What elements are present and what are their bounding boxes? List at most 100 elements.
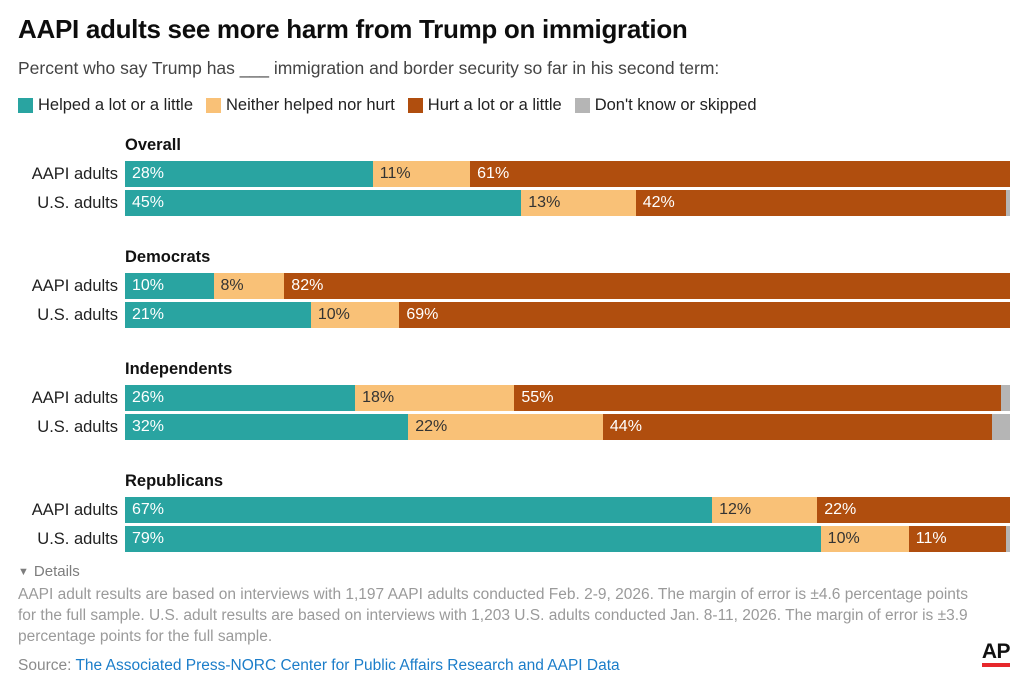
group-title: Overall xyxy=(125,136,181,154)
page-title: AAPI adults see more harm from Trump on … xyxy=(18,14,688,44)
legend-item: Helped a lot or a little xyxy=(18,96,193,115)
triangle-down-icon: ▼ xyxy=(18,565,29,578)
methodology-note: AAPI adult results are based on intervie… xyxy=(18,586,968,646)
bar-segment xyxy=(1005,526,1010,552)
bar-value-label: 10% xyxy=(827,530,860,547)
bar-segment: 8% xyxy=(213,273,285,299)
chart-group: Independents AAPI adults 26% 18% 55% U.S. adu… xyxy=(18,360,1011,440)
bar-value-label: 79% xyxy=(132,530,165,547)
bar-value-label: 42% xyxy=(642,194,675,211)
bar-segment: 82% xyxy=(284,273,1010,299)
legend-swatch-icon xyxy=(206,98,222,113)
bar-value-label: 32% xyxy=(132,418,165,435)
bar-segment: 22% xyxy=(408,414,603,440)
bar-segment: 11% xyxy=(372,161,471,187)
bar-value-label: 28% xyxy=(132,165,165,182)
bar-segment: 10% xyxy=(310,302,400,328)
legend-swatch-icon xyxy=(574,98,590,113)
bar-value-label: 69% xyxy=(406,306,439,323)
chart: Overall AAPI adults 28% 11% 61% U.S. adults 45… xyxy=(18,136,1011,552)
source-prefix: Source: xyxy=(18,657,76,675)
bar-value-label: 67% xyxy=(132,501,165,518)
row-label: U.S. adults xyxy=(37,305,118,324)
bar-row: U.S. adults 32% 22% 44% xyxy=(18,414,1011,440)
bar-segment: 69% xyxy=(399,302,1010,328)
bar-segment: 21% xyxy=(125,302,311,328)
bar-segment: 45% xyxy=(125,190,522,216)
chart-subtitle: Percent who say Trump has ___ immigratio… xyxy=(18,58,720,78)
bar-value-label: 10% xyxy=(317,306,350,323)
legend-item-label: Don't know or skipped xyxy=(594,96,757,114)
bar-value-label: 21% xyxy=(132,306,165,323)
row-label: AAPI adults xyxy=(31,164,118,183)
bar-row: AAPI adults 67% 12% 22% xyxy=(18,497,1010,523)
bar-value-label: 18% xyxy=(362,389,395,406)
bar-segment xyxy=(992,414,1011,440)
bar-segment: 44% xyxy=(602,414,993,440)
legend-swatch-icon xyxy=(407,98,423,113)
stacked-bar: 45% 13% 42% xyxy=(125,190,1010,216)
bar-segment: 11% xyxy=(908,526,1006,552)
bar-row: AAPI adults 28% 11% 61% xyxy=(18,161,1010,187)
group-title: Independents xyxy=(125,360,233,378)
row-label: U.S. adults xyxy=(37,417,118,436)
source-link[interactable]: The Associated Press-NORC Center for Pub… xyxy=(75,657,620,675)
bar-value-label: 13% xyxy=(528,194,561,211)
bar-segment: 67% xyxy=(125,497,713,523)
bar-row: AAPI adults 26% 18% 55% xyxy=(18,385,1010,411)
bar-value-label: 8% xyxy=(220,277,244,294)
group-title: Republicans xyxy=(125,472,224,490)
bar-segment: 10% xyxy=(125,273,214,299)
bar-segment xyxy=(1005,190,1010,216)
bar-value-label: 45% xyxy=(132,194,165,211)
stacked-bar: 10% 8% 82% xyxy=(125,273,1010,299)
row-label: U.S. adults xyxy=(37,529,118,548)
bar-value-label: 44% xyxy=(609,418,642,435)
legend-item-label: Neither helped nor hurt xyxy=(226,96,395,114)
bar-row: AAPI adults 10% 8% 82% xyxy=(18,273,1010,299)
legend-item-label: Hurt a lot or a little xyxy=(427,96,562,114)
bar-segment: 12% xyxy=(712,497,818,523)
details-toggle-label: Details xyxy=(33,563,80,580)
legend-item: Neither helped nor hurt xyxy=(206,96,395,115)
bar-value-label: 11% xyxy=(379,165,411,182)
row-label: AAPI adults xyxy=(31,276,118,295)
legend-item: Don't know or skipped xyxy=(574,96,757,115)
legend-item: Hurt a lot or a little xyxy=(407,96,562,115)
bar-value-label: 26% xyxy=(132,389,165,406)
bar-segment: 61% xyxy=(470,161,1010,187)
group-title: Democrats xyxy=(125,248,211,266)
bar-segment: 55% xyxy=(514,385,1002,411)
bar-segment: 26% xyxy=(125,385,356,411)
legend-swatch-icon xyxy=(18,98,33,113)
stacked-bar: 28% 11% 61% xyxy=(125,161,1010,187)
bar-value-label: 82% xyxy=(291,277,324,294)
bar-value-label: 61% xyxy=(477,165,510,182)
bar-value-label: 22% xyxy=(824,501,857,518)
bar-value-label: 10% xyxy=(132,277,165,294)
bar-row: U.S. adults 21% 10% 69% xyxy=(18,302,1010,328)
chart-group: Democrats AAPI adults 10% 8% 82% U.S. adults 2… xyxy=(18,248,1010,328)
bar-value-label: 55% xyxy=(521,389,554,406)
legend-item-label: Helped a lot or a little xyxy=(38,96,194,114)
bar-segment xyxy=(1001,385,1010,411)
bar-segment: 22% xyxy=(817,497,1010,523)
bar-segment: 18% xyxy=(355,385,515,411)
bar-row: U.S. adults 45% 13% 42% xyxy=(18,190,1010,216)
row-label: AAPI adults xyxy=(31,500,118,519)
bar-value-label: 11% xyxy=(915,530,947,547)
bar-segment: 42% xyxy=(635,190,1006,216)
bar-segment: 13% xyxy=(521,190,636,216)
stacked-bar: 21% 10% 69% xyxy=(125,302,1010,328)
ap-logo: AP xyxy=(981,641,1011,667)
stacked-bar: 79% 10% 11% xyxy=(125,526,1010,552)
stacked-bar: 26% 18% 55% xyxy=(125,385,1010,411)
bar-row: U.S. adults 79% 10% 11% xyxy=(18,526,1010,552)
legend: Helped a lot or a little Neither helped n… xyxy=(18,96,1010,115)
details-toggle[interactable]: ▼ Details xyxy=(18,563,1010,580)
bar-segment: 32% xyxy=(125,414,409,440)
bar-segment: 28% xyxy=(125,161,373,187)
stacked-bar: 32% 22% 44% xyxy=(125,414,1011,440)
stacked-bar: 67% 12% 22% xyxy=(125,497,1010,523)
